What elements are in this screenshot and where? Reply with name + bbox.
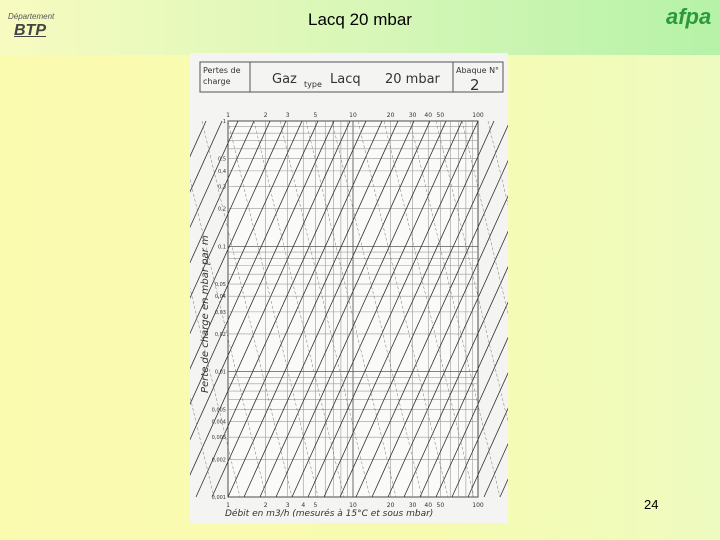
logo-left-line1: Département <box>8 12 55 21</box>
speed-line <box>253 120 345 498</box>
top-tick: 20 <box>387 112 395 119</box>
left-tick: 0,1 <box>218 244 226 250</box>
diameter-line <box>291 120 463 498</box>
bottom-tick: 100 <box>472 502 484 509</box>
diameter-line <box>227 120 399 498</box>
speed-line <box>305 120 397 498</box>
left-tick: 0,004 <box>212 420 226 426</box>
speed-line <box>383 120 475 498</box>
top-tick: 50 <box>437 112 445 119</box>
diameter-line <box>243 120 415 498</box>
pressure: 20 mbar <box>385 72 441 87</box>
title: Lacq 20 mbar <box>308 10 412 29</box>
bottom-tick: 20 <box>387 502 395 509</box>
diameter-line <box>259 120 431 498</box>
diameter-line <box>190 120 303 370</box>
left-tick: 0,003 <box>212 435 226 441</box>
diameter-line <box>190 120 351 476</box>
box-left-1: Pertes de <box>203 66 241 75</box>
bottom-tick: 30 <box>409 502 417 509</box>
speed-line <box>227 120 319 498</box>
top-tick: 1 <box>226 112 230 119</box>
abaque-scan: Pertes de charge Gaz type Lacq 20 mbar A… <box>190 53 508 523</box>
y-axis-label: Perte de charge en mbar par m <box>200 235 211 393</box>
top-tick: 100 <box>472 112 484 119</box>
logo-right: afpa <box>666 4 712 29</box>
bottom-tick: 1 <box>226 502 230 509</box>
bottom-tick: 10 <box>349 502 357 509</box>
left-tick: 1 <box>223 119 226 125</box>
diameter-line <box>211 120 383 498</box>
diameter-line <box>195 120 367 498</box>
diameter-line <box>190 120 239 229</box>
bottom-tick: 50 <box>437 502 445 509</box>
diameter-line <box>307 120 479 498</box>
speed-line <box>279 120 371 498</box>
speed-line <box>190 395 215 498</box>
abaque-number: 2 <box>470 76 480 94</box>
speed-line <box>357 120 449 498</box>
left-tick: 0,001 <box>212 495 226 501</box>
box-left-2: charge <box>203 77 231 86</box>
diameter-line <box>190 120 223 193</box>
left-tick: 0,002 <box>212 457 226 463</box>
speed-line <box>190 287 241 498</box>
speed-line <box>190 178 267 498</box>
logo-left-line2: BTP <box>14 22 46 39</box>
bottom-tick: 3 <box>286 502 290 509</box>
left-tick: 0,005 <box>212 407 226 413</box>
header-box <box>199 61 504 93</box>
gaz-name: Lacq <box>330 72 361 87</box>
left-tick: 0,04 <box>215 294 226 300</box>
diameter-line <box>190 120 271 299</box>
diameter-line <box>275 120 447 498</box>
diameter-line <box>467 407 508 498</box>
speed-line <box>331 120 423 498</box>
diameter-line <box>451 372 508 498</box>
gaz: Gaz <box>272 72 297 87</box>
left-tick: 0,4 <box>218 169 226 175</box>
diameter-line <box>435 336 508 498</box>
left-tick: 0,02 <box>215 332 226 338</box>
bottom-tick: 2 <box>264 502 268 509</box>
diameter-line <box>339 124 508 498</box>
diameter-line <box>419 301 508 498</box>
speed-line <box>409 120 501 498</box>
diameter-line <box>190 120 319 406</box>
type: type <box>304 80 322 89</box>
top-tick: 3 <box>286 112 290 119</box>
left-tick: 0,5 <box>218 157 226 163</box>
diameter-line <box>190 120 287 335</box>
top-tick: 40 <box>424 112 432 119</box>
abaque-label: Abaque N° <box>456 66 499 75</box>
diameter-line <box>387 230 508 498</box>
bottom-tick: 40 <box>424 502 432 509</box>
top-tick: 10 <box>349 112 357 119</box>
top-tick: 2 <box>264 112 268 119</box>
x-axis-label: Débit en m3/h (mesurés à 15°C et sous mb… <box>225 508 433 519</box>
left-tick: 0,01 <box>215 370 226 376</box>
diameter-line <box>371 195 508 498</box>
bottom-tick: 4 <box>301 502 305 509</box>
top-tick: 30 <box>409 112 417 119</box>
left-tick: 0,3 <box>218 185 226 191</box>
left-tick: 0,05 <box>215 282 226 288</box>
header-band <box>0 0 720 55</box>
left-tick: 0,03 <box>215 310 226 316</box>
diameter-line <box>190 120 335 441</box>
left-tick: 0,2 <box>218 207 226 213</box>
top-tick: 5 <box>313 112 317 119</box>
bottom-tick: 5 <box>313 502 317 509</box>
diameter-line <box>323 120 495 498</box>
speed-line <box>201 120 293 498</box>
diameter-line <box>403 266 508 498</box>
diameter-line <box>355 159 508 498</box>
page-number: 24 <box>644 497 659 512</box>
diameter-line <box>190 120 255 264</box>
